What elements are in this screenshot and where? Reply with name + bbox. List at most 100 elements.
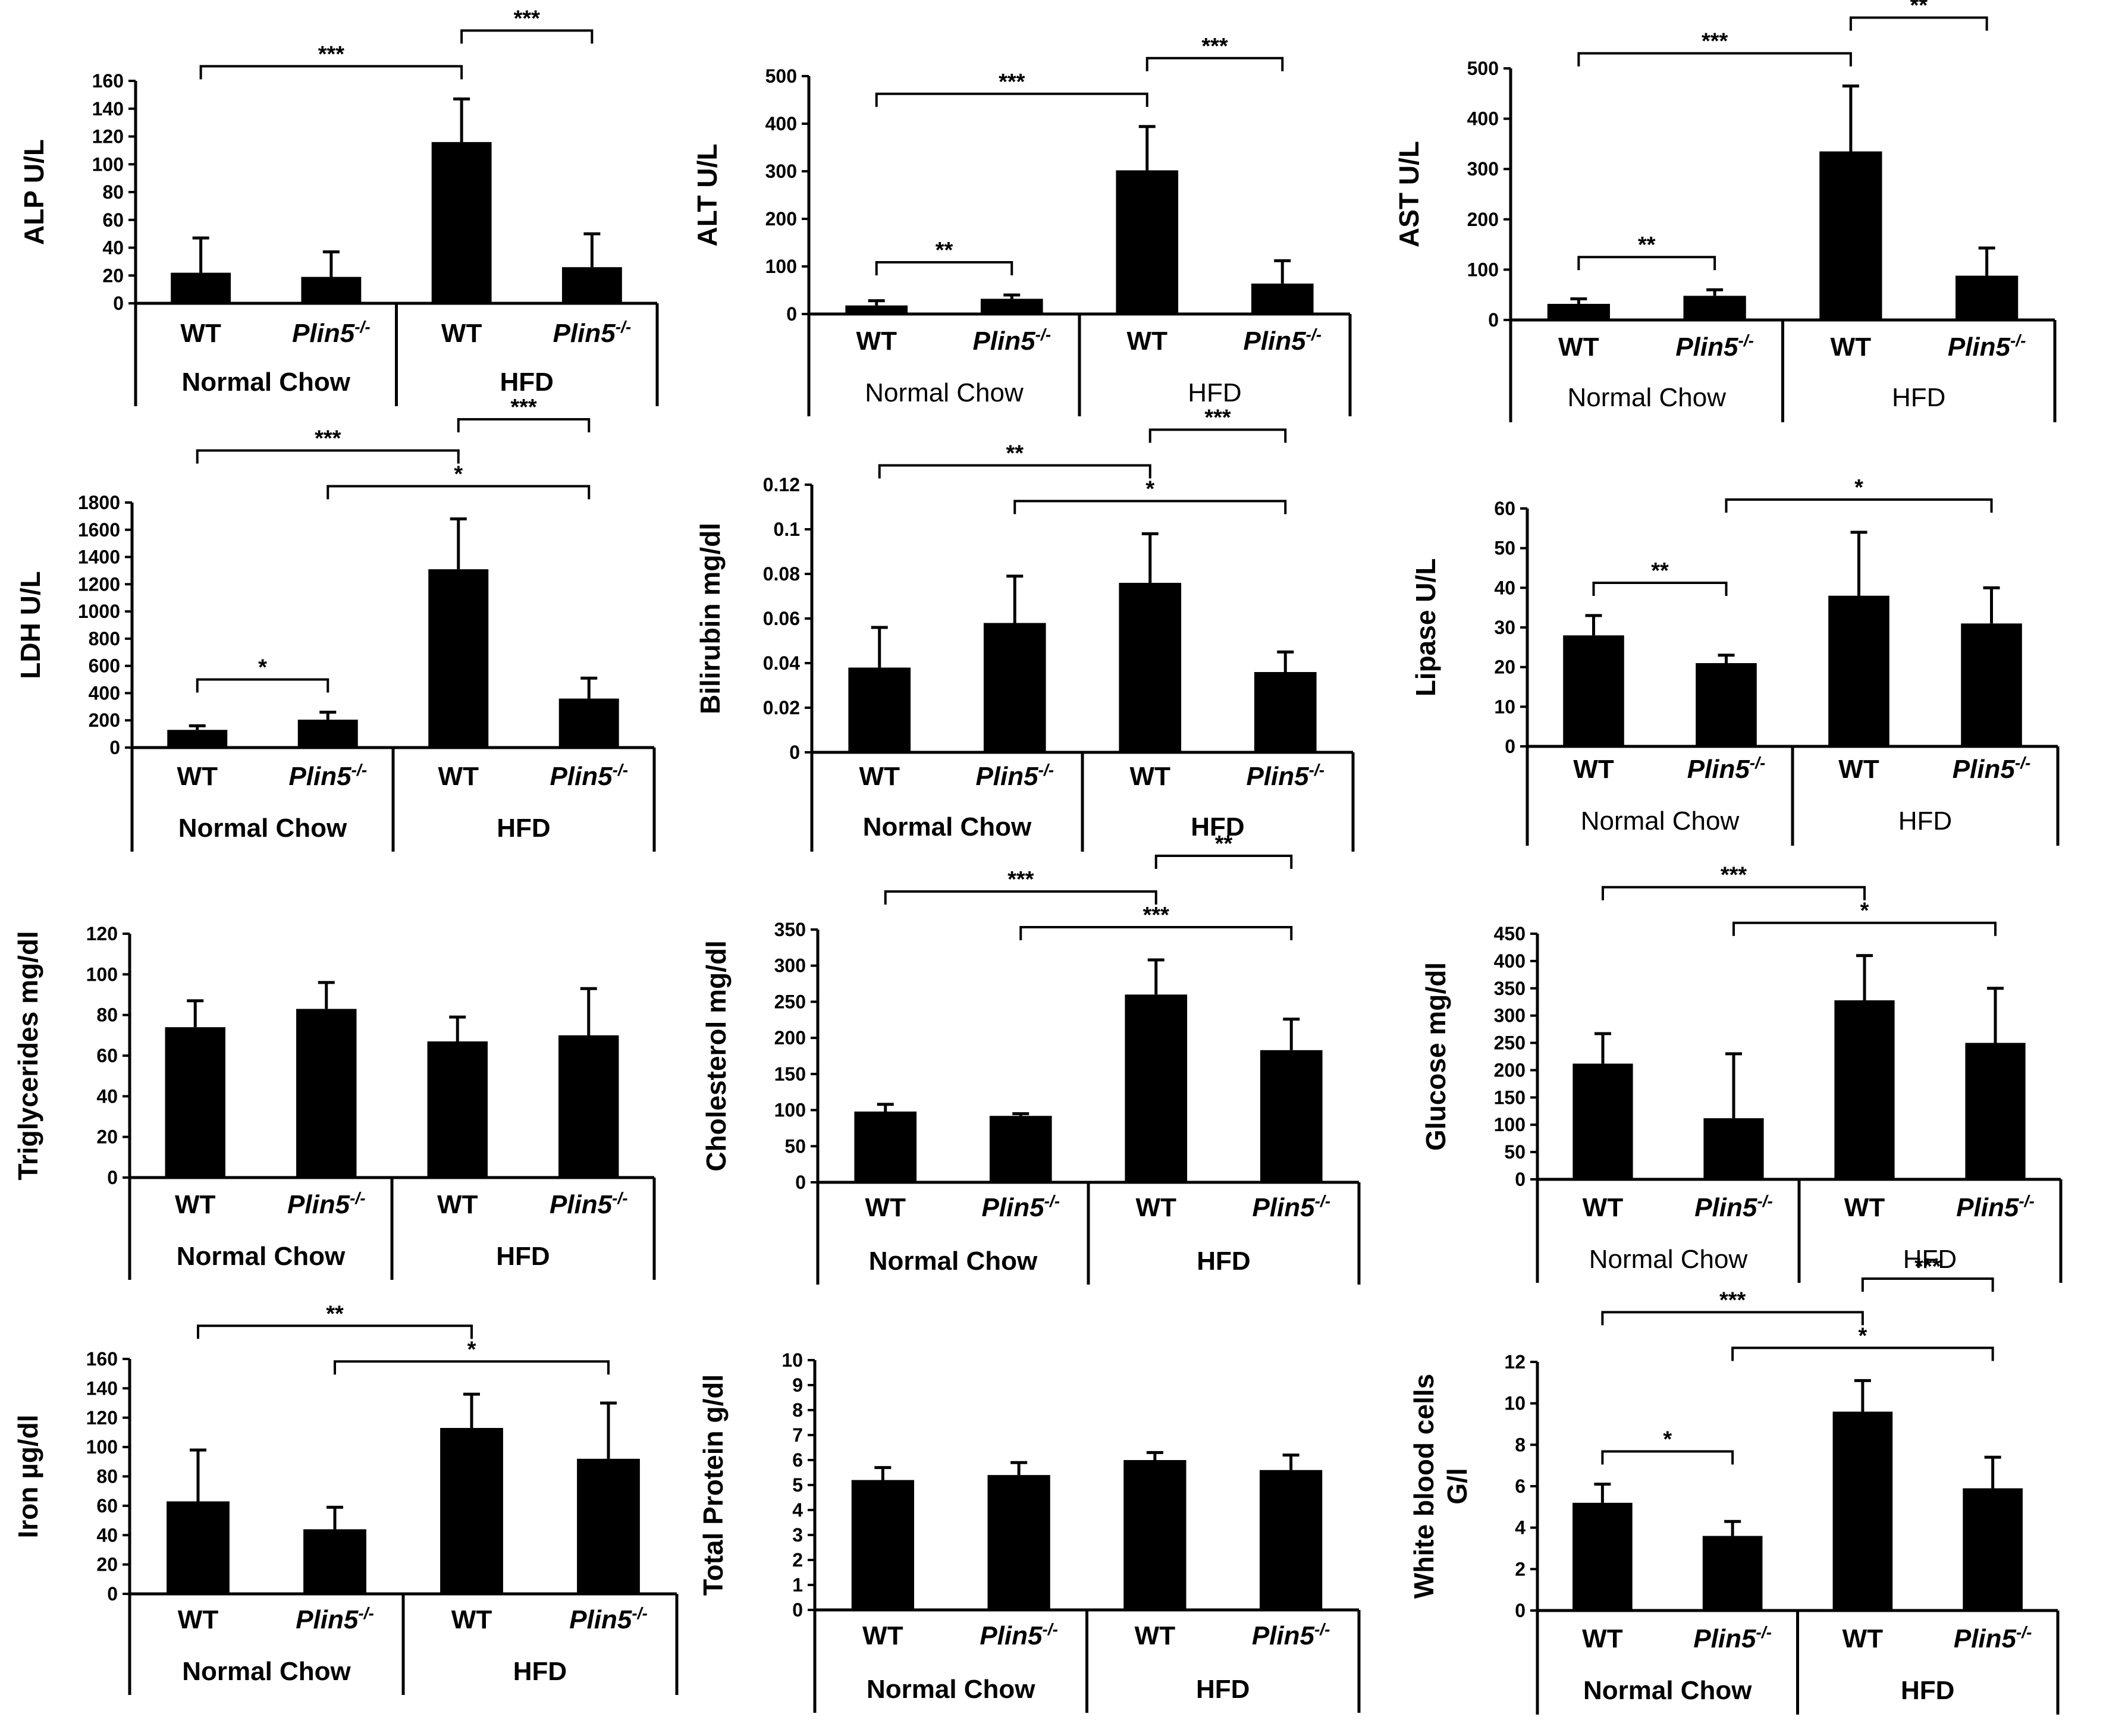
category-label: Plin5-/- <box>1675 331 1754 362</box>
significance-label: ** <box>1910 0 1928 18</box>
y-tick-label: 250 <box>1494 1032 1526 1054</box>
category-label: WT <box>856 327 897 356</box>
significance-label: ** <box>1215 831 1233 856</box>
group-label: Normal Chow <box>1583 1676 1752 1705</box>
y-axis-label: ALT U/L <box>692 144 723 247</box>
significance-bracket <box>884 890 1157 905</box>
category-label: Plin5-/- <box>296 1604 374 1634</box>
category-label: WT <box>1844 1193 1885 1222</box>
y-tick-label: 5 <box>792 1474 803 1496</box>
category-label: Plin5-/- <box>1953 754 2031 784</box>
y-tick-label: 10 <box>1504 1393 1526 1414</box>
y-tick-label: 140 <box>86 1377 118 1399</box>
category-label: Plin5-/- <box>1693 1623 1772 1653</box>
significance-label: *** <box>1007 867 1034 892</box>
bar <box>1547 303 1610 320</box>
y-tick-label: 20 <box>96 1554 118 1575</box>
category-label: WT <box>451 1605 492 1634</box>
y-tick-label: 140 <box>92 98 124 120</box>
y-tick-label: 0 <box>107 1583 118 1605</box>
y-axis-label: Iron µg/dl <box>12 1415 43 1539</box>
significance-label: *** <box>315 426 341 451</box>
significance-bracket <box>1601 1450 1734 1465</box>
y-tick-label: 60 <box>96 1045 118 1066</box>
group-label: HFD <box>1196 1675 1250 1704</box>
significance-bracket <box>1145 56 1284 71</box>
chart-panel-6: 0 10 20 30 40 50 60 Lipase U/L WT Plin5-/- WT Plin5… <box>1410 475 2060 846</box>
category-label: Plin5-/- <box>550 1189 628 1219</box>
significance-bracket <box>457 418 591 432</box>
bar <box>980 299 1043 314</box>
significance-bracket <box>327 485 591 500</box>
y-axis-label: Lipase U/L <box>1410 558 1441 697</box>
bar <box>1123 1460 1187 1610</box>
significance-bracket <box>1725 498 1993 513</box>
y-tick-label: 800 <box>89 628 120 649</box>
bar <box>1260 1470 1323 1610</box>
bar <box>1819 151 1882 320</box>
group-label: HFD <box>1188 378 1241 407</box>
y-tick-label: 100 <box>774 1100 806 1121</box>
significance-label: ** <box>1638 233 1656 258</box>
significance-label: * <box>258 655 267 680</box>
category-label: WT <box>1136 1193 1177 1222</box>
y-tick-label: 60 <box>96 1495 118 1517</box>
y-tick-label: 200 <box>1467 209 1499 230</box>
category-label: Plin5-/- <box>981 1192 1060 1222</box>
y-tick-label: 250 <box>774 991 806 1012</box>
category-label: WT <box>1831 332 1872 362</box>
bar <box>1956 275 2019 320</box>
y-axis-label: Glucose mg/dl <box>1420 962 1451 1151</box>
chart-panel-3: 0 100 200 300 400 500 AST U/L WT Plin5-/- WT Plin5… <box>1393 0 2057 422</box>
significance-label: ** <box>1006 441 1024 466</box>
group-label: Normal Chow <box>182 1657 351 1686</box>
bar <box>1572 1063 1633 1179</box>
bar <box>171 272 231 303</box>
significance-bracket <box>878 464 1151 479</box>
y-tick-label: 2 <box>1515 1558 1526 1580</box>
y-tick-label: 30 <box>1494 617 1515 638</box>
y-tick-label: 0 <box>792 1599 803 1621</box>
bar <box>854 1112 917 1182</box>
category-label: WT <box>438 762 479 791</box>
y-tick-label: 400 <box>89 682 120 704</box>
significance-label: *** <box>1702 29 1728 54</box>
category-label: Plin5-/- <box>980 1620 1058 1650</box>
y-tick-label: 3 <box>792 1524 803 1546</box>
y-tick-label: 80 <box>102 181 124 203</box>
y-tick-label: 1 <box>792 1574 803 1596</box>
significance-bracket <box>1013 500 1287 514</box>
y-tick-label: 1000 <box>78 601 120 622</box>
group-label: Normal Chow <box>1589 1245 1748 1274</box>
y-tick-label: 60 <box>1494 498 1515 519</box>
category-label: WT <box>1843 1624 1884 1653</box>
bar <box>983 623 1046 752</box>
y-tick-label: 160 <box>92 70 124 92</box>
y-tick-label: 200 <box>765 208 797 230</box>
bar <box>1828 595 1889 746</box>
category-label: WT <box>859 762 900 791</box>
y-axis-label: LDH U/L <box>15 571 46 679</box>
y-tick-label: 0.08 <box>763 563 800 585</box>
bar <box>1703 1118 1764 1179</box>
category-label: Plin5-/- <box>1694 1192 1773 1222</box>
significance-label: *** <box>1204 406 1231 431</box>
category-label: WT <box>437 1190 478 1219</box>
significance-bracket <box>197 1324 473 1339</box>
y-tick-label: 10 <box>1494 696 1515 717</box>
chart-panel-5: 0 0.02 0.04 0.06 0.08 0.1 0.12 Bilirubin mg/dl W… <box>695 406 1355 852</box>
significance-bracket <box>1019 926 1293 940</box>
bar <box>1965 1043 2026 1179</box>
bar <box>561 267 622 303</box>
significance-label: * <box>1663 1427 1672 1452</box>
significance-bracket <box>334 1360 610 1375</box>
bar <box>1251 283 1314 314</box>
y-tick-label: 40 <box>102 237 124 259</box>
category-label: WT <box>1582 1624 1623 1653</box>
chart-panel-11: 0 1 2 3 4 5 6 7 8 9 10 Total Protein g/dl WT Plin5-/-… <box>698 1349 1361 1713</box>
y-tick-label: 500 <box>765 65 797 87</box>
y-tick-label: 0 <box>795 1172 806 1193</box>
y-tick-label: 0 <box>107 1167 118 1188</box>
y-tick-label: 100 <box>1467 259 1499 280</box>
